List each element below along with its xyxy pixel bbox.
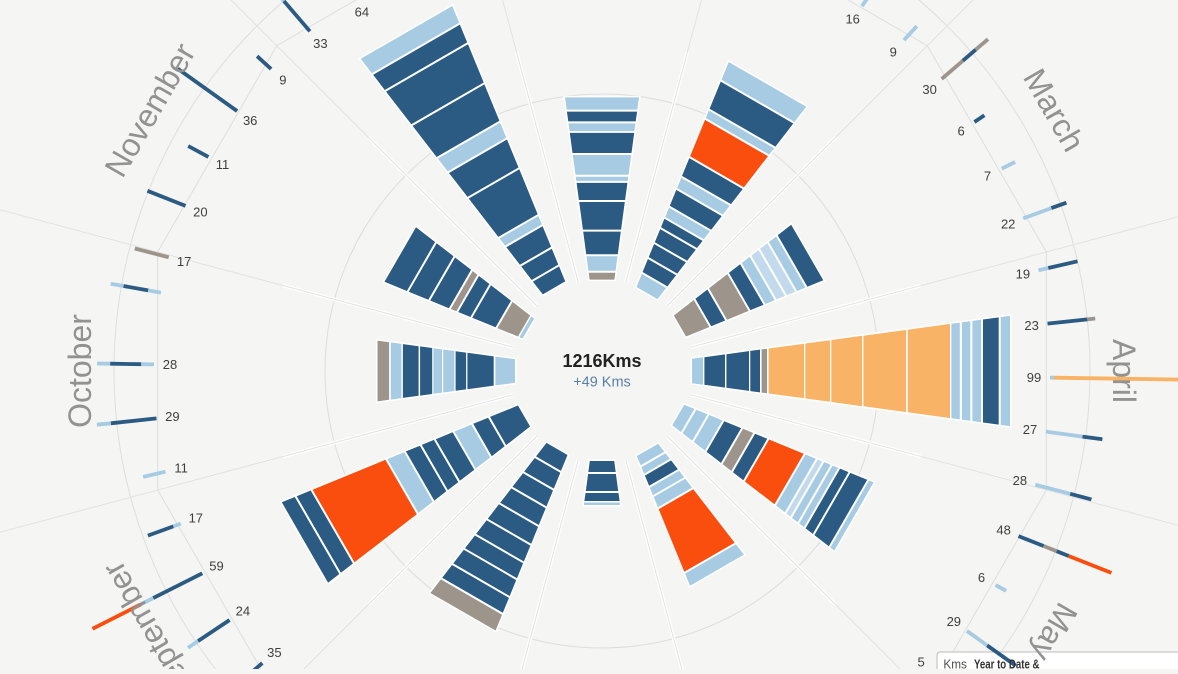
svg-text:Year to Date &: Year to Date & bbox=[974, 657, 1040, 670]
svg-text:+49 Kms: +49 Kms bbox=[573, 375, 631, 391]
svg-text:9: 9 bbox=[279, 72, 286, 87]
svg-text:11: 11 bbox=[174, 461, 188, 476]
svg-text:99: 99 bbox=[1027, 370, 1041, 385]
svg-text:35: 35 bbox=[267, 645, 281, 660]
svg-text:11: 11 bbox=[216, 157, 230, 172]
svg-text:9: 9 bbox=[890, 44, 897, 59]
svg-text:59: 59 bbox=[209, 559, 223, 574]
svg-text:33: 33 bbox=[313, 36, 327, 51]
svg-text:6: 6 bbox=[957, 123, 964, 138]
svg-text:23: 23 bbox=[1024, 318, 1038, 333]
svg-text:28: 28 bbox=[163, 357, 177, 372]
svg-text:36: 36 bbox=[243, 113, 257, 128]
svg-text:5: 5 bbox=[917, 655, 924, 669]
svg-text:16: 16 bbox=[845, 12, 859, 27]
svg-text:Kms: Kms bbox=[943, 657, 967, 670]
svg-text:6: 6 bbox=[978, 570, 985, 585]
svg-text:29: 29 bbox=[165, 409, 179, 424]
svg-text:7: 7 bbox=[984, 168, 991, 183]
svg-text:19: 19 bbox=[1016, 266, 1030, 281]
svg-text:24: 24 bbox=[236, 604, 250, 619]
svg-text:22: 22 bbox=[1001, 216, 1015, 231]
svg-text:64: 64 bbox=[355, 4, 369, 19]
svg-text:27: 27 bbox=[1023, 422, 1037, 437]
svg-text:17: 17 bbox=[177, 254, 191, 269]
svg-text:20: 20 bbox=[193, 204, 207, 219]
svg-text:17: 17 bbox=[189, 511, 203, 526]
svg-text:1216Kms: 1216Kms bbox=[562, 351, 641, 371]
svg-text:October: October bbox=[62, 314, 98, 428]
svg-text:28: 28 bbox=[1013, 473, 1027, 488]
svg-text:30: 30 bbox=[922, 82, 936, 97]
svg-text:April: April bbox=[1106, 339, 1142, 403]
svg-text:48: 48 bbox=[996, 523, 1010, 538]
svg-text:29: 29 bbox=[947, 614, 961, 629]
